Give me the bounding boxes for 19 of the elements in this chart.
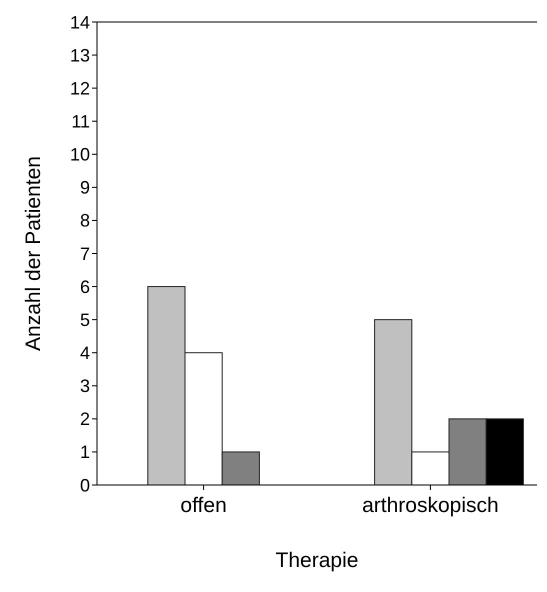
- y-tick-label: 10: [70, 144, 90, 165]
- y-axis-title: Anzahl der Patienten: [22, 156, 45, 351]
- y-tick-label: 2: [80, 409, 90, 430]
- y-tick-label: 1: [80, 442, 90, 462]
- x-tick-label: arthroskopisch: [362, 494, 499, 517]
- y-tick-label: 3: [80, 376, 90, 396]
- y-tick-label: 12: [70, 78, 90, 98]
- x-axis-title: Therapie: [276, 549, 358, 572]
- y-tick-label: 8: [80, 210, 90, 231]
- x-tick-label: offen: [180, 494, 227, 517]
- y-tick-label: 6: [80, 276, 90, 297]
- y-tick-label: 9: [80, 178, 90, 198]
- y-tick-label: 7: [80, 244, 90, 264]
- y-tick-label: 5: [80, 310, 90, 330]
- y-tick-label: 4: [80, 343, 90, 364]
- y-tick-label: 11: [71, 112, 90, 132]
- y-tick-label: 14: [70, 12, 90, 32]
- y-tick-label: 0: [80, 475, 90, 496]
- y-tick-label: 13: [70, 45, 90, 66]
